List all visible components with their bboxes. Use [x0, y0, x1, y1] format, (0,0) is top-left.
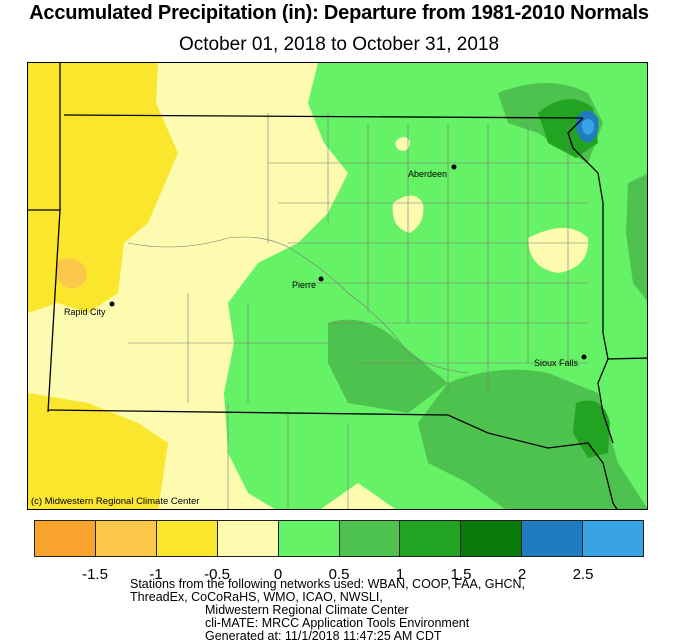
map-subtitle: October 01, 2018 to October 31, 2018: [178, 34, 500, 55]
legend-swatch: [522, 521, 584, 556]
legend-swatch: [583, 521, 644, 556]
legend-tick: -0.5: [204, 566, 230, 583]
city-label-aberdeen: Aberdeen: [408, 169, 447, 179]
very-wet-spot-core: [581, 119, 595, 135]
normal-patch-east: [528, 228, 589, 273]
legend-tick: 1: [395, 566, 405, 583]
dry-area-north-top: [28, 63, 68, 83]
legend-swatch: [278, 521, 340, 556]
legend-tick: 1.5: [450, 566, 472, 583]
precipitation-map: Aberdeen Pierre Rapid City Sioux Falls (…: [27, 62, 648, 510]
city-pierre: Pierre: [292, 276, 324, 290]
county-lines: [127, 113, 588, 509]
footer-notes: Stations from the following networks use…: [0, 578, 678, 643]
legend-tick: -1: [149, 566, 163, 583]
credit-text: (c) Midwestern Regional Climate Center: [31, 496, 200, 507]
legend-swatch: [95, 521, 157, 556]
legend-swatch: [461, 521, 523, 556]
legend-tick: 2: [517, 566, 527, 583]
city-sioux-falls: Sioux Falls: [534, 354, 587, 368]
map-canvas: Aberdeen Pierre Rapid City Sioux Falls: [28, 63, 647, 509]
footer-line: ThreadEx, CoCoRaHS, WMO, ICAO, NWSLI,: [130, 590, 383, 604]
footer-line: cli-MATE: MRCC Application Tools Environ…: [205, 616, 470, 630]
footer-line: Stations from the following networks use…: [130, 577, 526, 591]
dry-area-northwest: [28, 63, 178, 313]
legend-swatch: [35, 521, 96, 556]
legend-tick: 0.5: [328, 566, 350, 583]
footer-line: Generated at: 11/1/2018 11:47:25 AM CDT: [205, 629, 442, 643]
map-title: Accumulated Precipitation (in): Departur…: [29, 2, 649, 24]
dry-area-southwest: [28, 393, 168, 509]
footer-line: Midwestern Regional Climate Center: [205, 603, 409, 617]
normal-patch-north: [395, 137, 410, 151]
legend-tick: 2.5: [572, 566, 594, 583]
wetter-area-central: [328, 319, 448, 413]
state-borders: [28, 63, 647, 509]
legend-swatch: [339, 521, 401, 556]
city-label-rapid-city: Rapid City: [64, 307, 106, 317]
wetter-area-east-edge: [626, 173, 647, 301]
legend-swatch: [400, 521, 462, 556]
city-label-pierre: Pierre: [292, 280, 316, 290]
drier-spot-rapid-city: [55, 258, 87, 289]
legend-tick: 0: [273, 566, 283, 583]
city-rapid-city: Rapid City: [64, 301, 115, 317]
city-aberdeen: Aberdeen: [408, 164, 457, 179]
legend-swatch: [156, 521, 218, 556]
color-legend: [34, 520, 644, 557]
legend-swatch: [217, 521, 279, 556]
city-label-sioux-falls: Sioux Falls: [534, 358, 579, 368]
legend-ticks: -1.5 -1 -0.5 0 0.5 1 1.5 2 2.5: [0, 566, 678, 583]
legend-tick: -1.5: [82, 566, 108, 583]
